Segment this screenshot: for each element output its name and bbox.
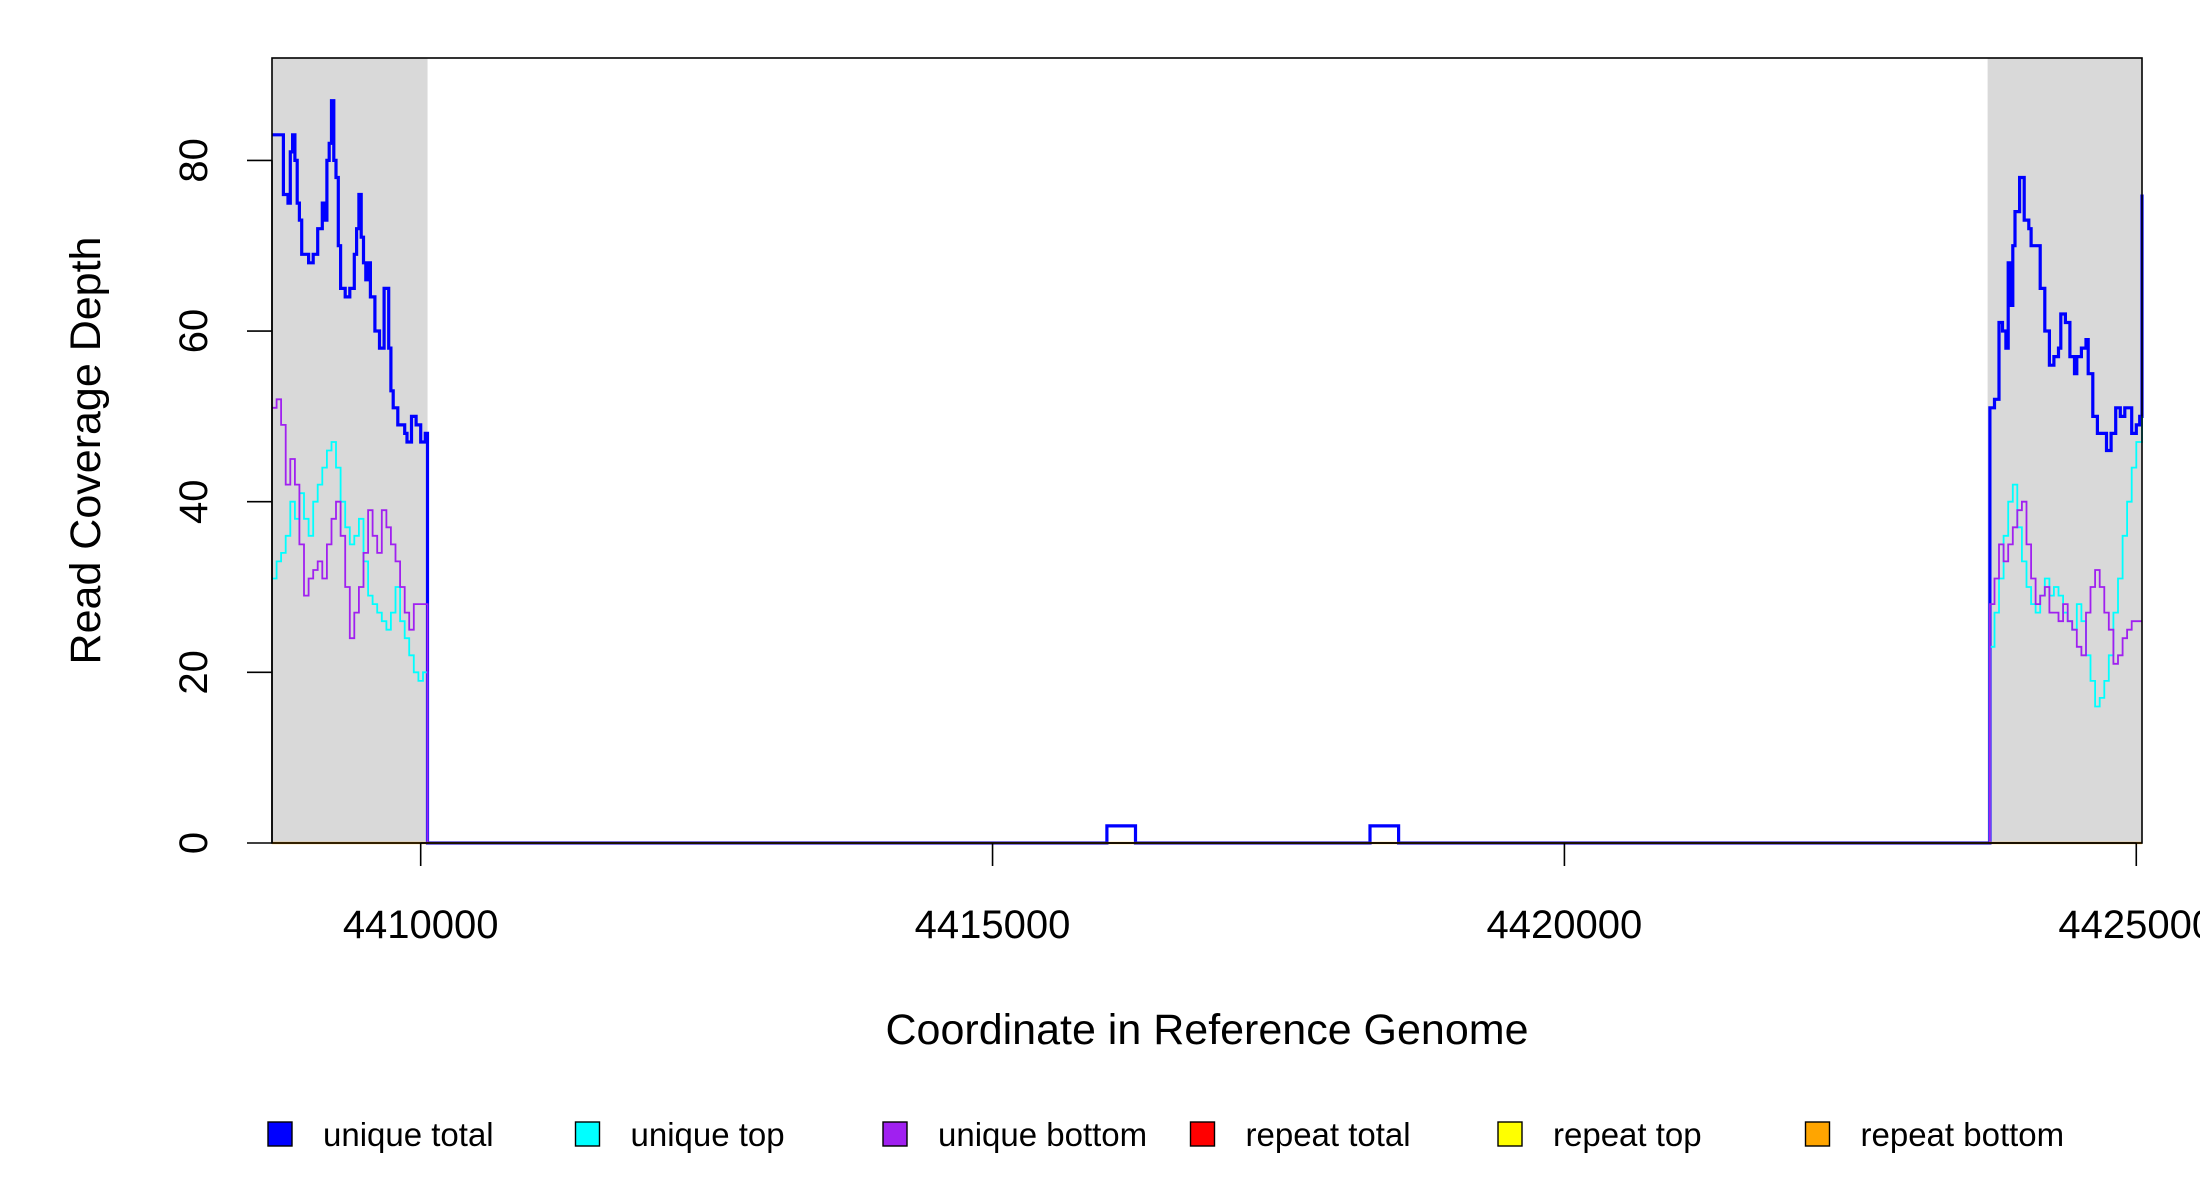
legend-swatch-repeat-total bbox=[1189, 1121, 1216, 1147]
legend-swatch-unique-top bbox=[574, 1121, 601, 1147]
legend-swatch-unique-total bbox=[267, 1121, 293, 1147]
shaded-regions bbox=[272, 58, 2142, 843]
x-axis-title: Coordinate in Reference Genome bbox=[886, 1006, 1529, 1054]
legend-label-unique-bottom: unique bottom bbox=[938, 1116, 1147, 1153]
y-tick-label: 20 bbox=[172, 650, 216, 695]
legend: unique total unique top unique bottom repea… bbox=[267, 1116, 2065, 1153]
series-line-unique-total bbox=[272, 99, 2144, 845]
series-line-unique-bottom bbox=[272, 398, 2142, 844]
y-tick-label: 0 bbox=[172, 832, 216, 854]
shaded-region-1 bbox=[272, 58, 428, 843]
legend-label-repeat-bottom: repeat bottom bbox=[1861, 1116, 2065, 1153]
x-tick-label: 4410000 bbox=[343, 903, 499, 947]
x-axis: 4410000 4415000 4420000 4425000 bbox=[343, 842, 2200, 947]
series-line-unique-top bbox=[272, 416, 2143, 844]
shaded-region-2 bbox=[1987, 58, 2142, 843]
y-tick-label: 40 bbox=[172, 479, 216, 524]
legend-label-repeat-total: repeat total bbox=[1246, 1116, 1411, 1153]
legend-swatch-repeat-bottom bbox=[1804, 1121, 1831, 1147]
x-tick-label: 4425000 bbox=[2058, 903, 2200, 947]
legend-swatch-repeat-top bbox=[1497, 1121, 1523, 1147]
plot-frame bbox=[271, 57, 2143, 844]
x-tick-label: 4420000 bbox=[1487, 903, 1643, 947]
x-tick-label: 4415000 bbox=[915, 903, 1071, 947]
legend-label-unique-top: unique top bbox=[631, 1116, 785, 1153]
y-tick-label: 80 bbox=[172, 138, 216, 183]
y-axis: 0 20 40 60 80 bbox=[172, 138, 273, 854]
legend-label-unique-total: unique total bbox=[323, 1116, 494, 1153]
legend-swatch-unique-bottom bbox=[882, 1121, 908, 1147]
legend-label-repeat-top: repeat top bbox=[1553, 1116, 1702, 1153]
y-axis-title: Read Coverage Depth bbox=[62, 237, 110, 665]
y-tick-label: 60 bbox=[172, 309, 216, 354]
series-lines bbox=[272, 99, 2144, 845]
